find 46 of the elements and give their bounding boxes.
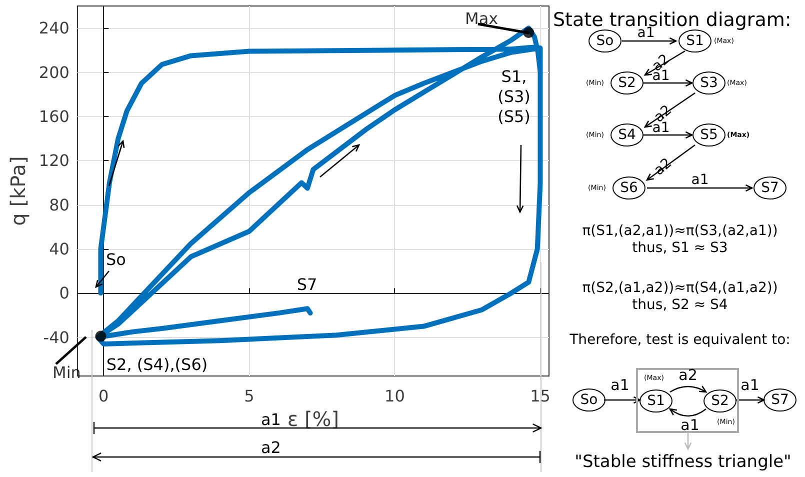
text: So: [596, 33, 614, 49]
text: a1: [691, 172, 709, 188]
text: "Stable stiffness triangle": [574, 452, 792, 472]
text: a2: [678, 366, 698, 384]
text: π(S1,(a2,a1))≈π(S3,(a2,a1)): [582, 223, 778, 239]
text: S3: [700, 75, 718, 91]
y-axis-title: q [kPa]: [6, 156, 30, 226]
data-label: Min: [52, 363, 81, 382]
text: a1: [740, 376, 760, 394]
text: S6: [620, 180, 638, 196]
text: So: [580, 392, 598, 408]
text: S1: [647, 393, 665, 409]
y-tick-label: 200: [38, 62, 70, 82]
y-tick-label: 160: [38, 106, 70, 126]
annotation: S1, (S3) (S5): [498, 66, 530, 126]
text: S7: [771, 392, 789, 408]
text: thus, S1 ≈ S3: [632, 240, 728, 256]
y-tick-label: 240: [38, 18, 70, 38]
data-label: Max: [465, 9, 498, 28]
y-tick-label: 40: [49, 239, 70, 258]
text: S4: [618, 127, 636, 143]
text: S7: [761, 180, 779, 196]
text: a1: [261, 410, 281, 428]
text: S1: [686, 33, 704, 49]
y-tick-label: 0: [59, 284, 70, 303]
text: S5: [700, 127, 718, 143]
annotation: So: [106, 250, 126, 268]
text: Therefore, test is equivalent to:: [568, 332, 790, 348]
text: a1: [652, 68, 670, 84]
annotation: S2, (S4),(S6): [106, 354, 208, 374]
text: S2: [618, 75, 636, 91]
text: a1: [680, 416, 700, 434]
x-tick-label: 15: [530, 386, 550, 406]
text: a1: [610, 376, 630, 394]
text: a2: [261, 438, 281, 456]
y-tick-label: 80: [49, 195, 70, 214]
x-tick-label: 5: [244, 386, 254, 406]
y-tick-label: -40: [43, 328, 70, 347]
text: S2: [711, 393, 729, 409]
text: thus, S2 ≈ S4: [632, 297, 728, 313]
annotation: S7: [296, 274, 318, 294]
text: a1: [652, 120, 670, 136]
x-tick-label: 10: [384, 386, 405, 406]
text: π(S2,(a1,a2))≈π(S4,(a1,a2)): [582, 280, 778, 296]
y-tick-label: 120: [38, 151, 70, 170]
x-tick-label: 0: [98, 386, 109, 406]
